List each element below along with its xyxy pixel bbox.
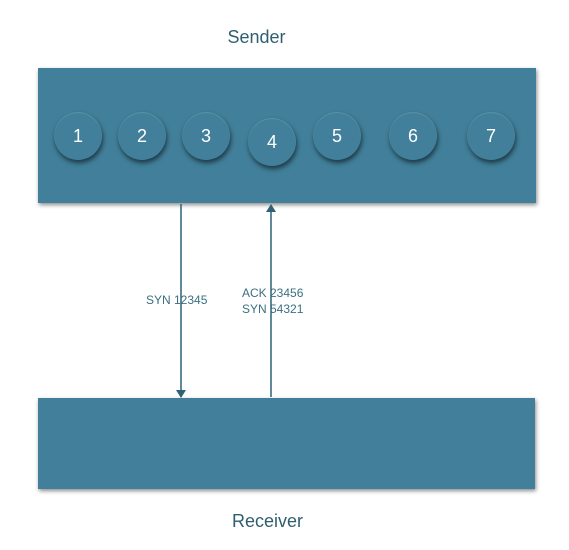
receiver-box [38,398,535,489]
syn-label: SYN 12345 [146,292,207,308]
slot-7: 7 [467,112,515,160]
slot-6: 6 [389,112,437,160]
syn-reply-label-line: SYN 54321 [242,302,304,316]
syn-label-line: SYN 12345 [146,293,208,307]
slot-4: 4 [248,118,296,166]
ack-syn-label: ACK 23456 SYN 54321 [242,285,303,317]
slot-3: 3 [182,112,230,160]
ack-label-line: ACK 23456 [242,286,304,300]
slot-5: 5 [313,112,361,160]
receiver-title: Receiver [231,511,304,531]
sender-title: Sender [227,27,286,47]
slot-2: 2 [118,112,166,160]
slot-1: 1 [54,112,102,160]
